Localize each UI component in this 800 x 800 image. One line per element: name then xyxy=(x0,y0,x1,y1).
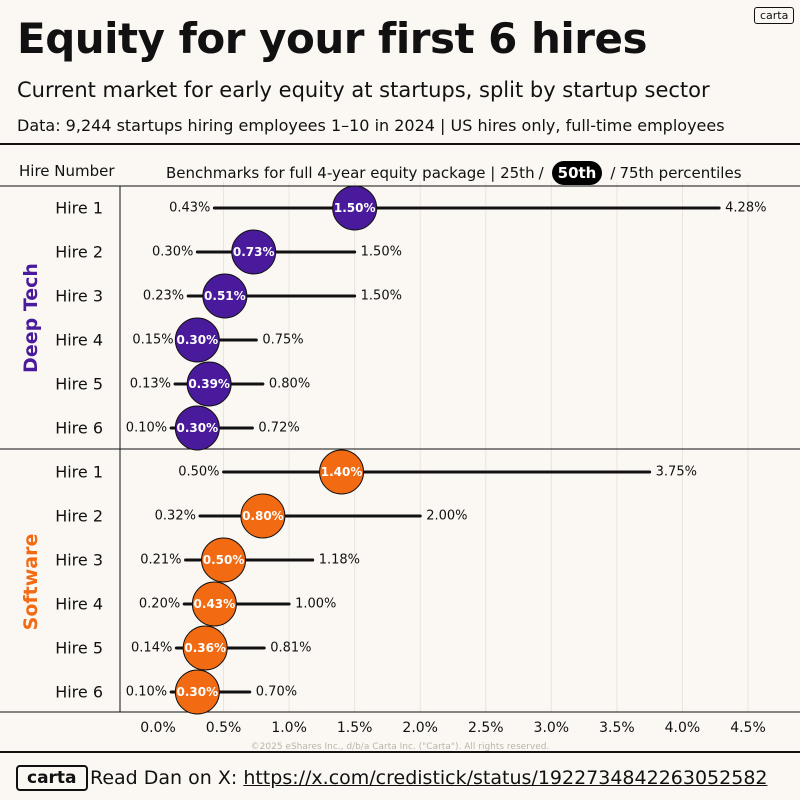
hire-row-label: Hire 4 xyxy=(55,331,103,350)
p25-label: 0.13% xyxy=(130,377,171,392)
median-label: 0.36% xyxy=(184,641,226,655)
x-tick-label: 4.0% xyxy=(665,720,701,736)
hire-row-label: Hire 1 xyxy=(55,463,103,482)
hire-row-label: Hire 2 xyxy=(55,243,103,262)
median-label: 0.43% xyxy=(194,597,236,611)
p25-label: 0.43% xyxy=(169,201,210,216)
p75-label: 4.28% xyxy=(725,201,766,216)
benchmarks-prefix: Benchmarks for full 4-year equity packag… xyxy=(166,164,535,182)
benchmarks-suffix: 75th percentiles xyxy=(619,164,742,182)
median-label: 0.39% xyxy=(188,377,230,391)
median-dot xyxy=(202,273,248,319)
median-label: 0.51% xyxy=(204,289,246,303)
footer xyxy=(0,752,800,800)
p75-label: 3.75% xyxy=(656,465,697,480)
x-tick-label: 3.0% xyxy=(534,720,570,736)
carta-logo: carta xyxy=(754,7,795,24)
p75-label: 0.70% xyxy=(256,685,297,700)
p25-label: 0.10% xyxy=(126,685,167,700)
p25-label: 0.10% xyxy=(126,421,167,436)
hire-row-label: Hire 4 xyxy=(55,595,103,614)
p25-label: 0.32% xyxy=(155,509,196,524)
x-tick-label: 2.5% xyxy=(468,720,504,736)
p75-label: 0.81% xyxy=(270,641,311,656)
median-pill: 50th xyxy=(551,161,603,185)
median-dot xyxy=(319,449,365,495)
copyright-note: ©2025 eShares Inc., d/b/a Carta Inc. ("C… xyxy=(251,742,550,752)
p25-label: 0.14% xyxy=(131,641,172,656)
median-label: 0.50% xyxy=(203,553,245,567)
x-tick-label: 2.0% xyxy=(402,720,438,736)
p75-label: 2.00% xyxy=(426,509,467,524)
p75-label: 1.50% xyxy=(361,245,402,260)
hire-row-label: Hire 2 xyxy=(55,507,103,526)
p25-label: 0.15% xyxy=(132,333,173,348)
p25-label: 0.21% xyxy=(140,553,181,568)
p75-label: 0.72% xyxy=(258,421,299,436)
median-dot xyxy=(182,625,228,671)
group-label: Deep Tech xyxy=(20,263,42,373)
p75-label: 1.00% xyxy=(295,597,336,612)
footer-link[interactable]: https://x.com/credistick/status/19227348… xyxy=(243,767,768,789)
median-label: 1.40% xyxy=(321,465,363,479)
hire-row-label: Hire 3 xyxy=(55,551,103,570)
data-source-note: Data: 9,244 startups hiring employees 1–… xyxy=(17,116,725,135)
hire-number-column-header: Hire Number xyxy=(19,162,115,180)
p75-label: 1.18% xyxy=(319,553,360,568)
median-dot xyxy=(240,493,286,539)
x-tick-label: 4.5% xyxy=(730,720,766,736)
page-subtitle: Current market for early equity at start… xyxy=(17,78,710,102)
footer-text: Read Dan on X: https://x.com/credistick/… xyxy=(90,766,768,790)
hire-row-label: Hire 5 xyxy=(55,375,103,394)
median-dot xyxy=(186,361,232,407)
page-title: Equity for your first 6 hires xyxy=(17,14,647,63)
hire-row-label: Hire 6 xyxy=(55,683,103,702)
slash-separator: / xyxy=(538,164,544,182)
p75-label: 0.80% xyxy=(269,377,310,392)
median-label: 0.30% xyxy=(177,421,219,435)
header-divider xyxy=(0,143,800,145)
group-label: Software xyxy=(20,534,42,631)
slash-separator: / xyxy=(610,164,616,182)
median-dot xyxy=(174,405,220,451)
hire-row-label: Hire 3 xyxy=(55,287,103,306)
p25-label: 0.50% xyxy=(178,465,219,480)
p75-label: 1.50% xyxy=(361,289,402,304)
median-label: 0.30% xyxy=(177,685,219,699)
x-tick-label: 1.0% xyxy=(271,720,307,736)
p75-label: 0.75% xyxy=(262,333,303,348)
hire-row-label: Hire 6 xyxy=(55,419,103,438)
x-tick-label: 0.5% xyxy=(206,720,242,736)
hire-row-label: Hire 1 xyxy=(55,199,103,218)
median-label: 1.50% xyxy=(334,201,376,215)
footer-divider xyxy=(0,751,800,753)
median-label: 0.80% xyxy=(242,509,284,523)
footer-carta-logo: carta xyxy=(16,765,88,791)
p25-label: 0.20% xyxy=(139,597,180,612)
median-dot xyxy=(191,581,237,627)
median-dot xyxy=(201,537,247,583)
median-label: 0.30% xyxy=(177,333,219,347)
median-label: 0.73% xyxy=(233,245,275,259)
median-dot xyxy=(332,185,378,231)
hire-row-label: Hire 5 xyxy=(55,639,103,658)
median-dot xyxy=(174,669,220,715)
x-tick-label: 0.0% xyxy=(140,720,176,736)
median-dot xyxy=(231,229,277,275)
p25-label: 0.30% xyxy=(152,245,193,260)
x-tick-label: 1.5% xyxy=(337,720,373,736)
footer-prefix: Read Dan on X: xyxy=(90,767,238,789)
p25-label: 0.23% xyxy=(143,289,184,304)
x-tick-label: 3.5% xyxy=(599,720,635,736)
median-dot xyxy=(174,317,220,363)
benchmarks-column-header: Benchmarks for full 4-year equity packag… xyxy=(166,161,742,185)
